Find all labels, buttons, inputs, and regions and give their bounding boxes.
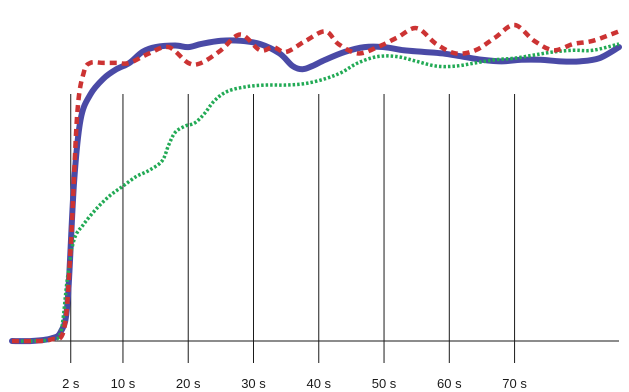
series-layer (9, 22, 622, 345)
series-line-dotted (11, 42, 620, 343)
x-tick-label: 70 s (502, 376, 527, 391)
x-tick-labels: 2 s 10 s 20 s 30 s 40 s 50 s 60 s 70 s (62, 376, 527, 391)
x-tick-label: 60 s (437, 376, 462, 391)
x-tick-label: 2 s (62, 376, 80, 391)
x-tick-label: 20 s (176, 376, 201, 391)
grid (70, 94, 516, 363)
x-tick-label: 10 s (111, 376, 136, 391)
series-line-dashed (11, 22, 620, 344)
x-tick-label: 50 s (372, 376, 397, 391)
series-line-solid (9, 37, 622, 345)
x-tick-label: 30 s (241, 376, 266, 391)
x-tick-label: 40 s (306, 376, 331, 391)
